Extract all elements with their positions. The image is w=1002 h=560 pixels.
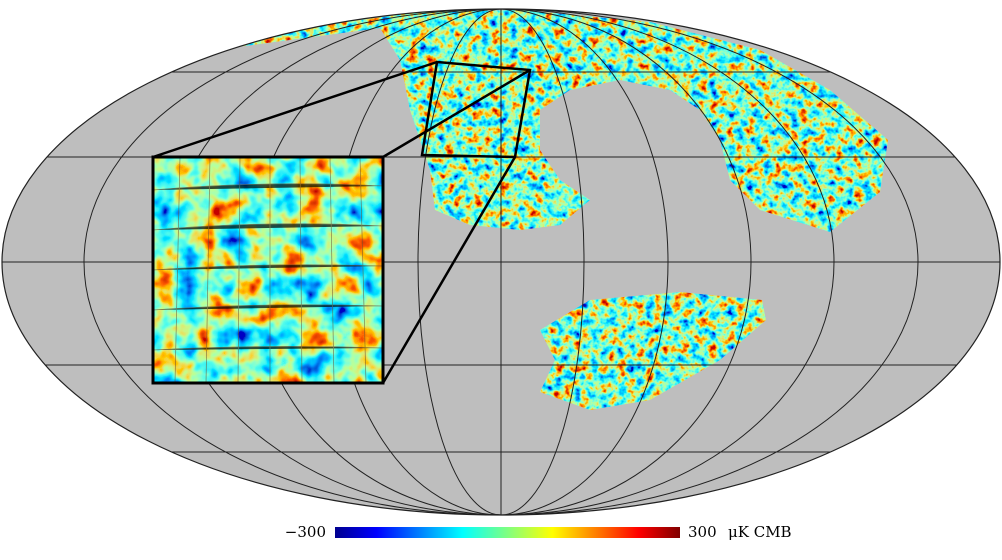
inset	[151, 155, 385, 385]
zoom-indicator	[152, 60, 532, 384]
colorbar	[335, 527, 680, 538]
sky-outline	[1, 8, 1001, 516]
colorbar-min: −300	[285, 523, 326, 541]
colorbar-max: 300	[688, 523, 717, 541]
colorbar-unit: μK CMB	[728, 523, 792, 541]
inset-map	[153, 157, 383, 383]
